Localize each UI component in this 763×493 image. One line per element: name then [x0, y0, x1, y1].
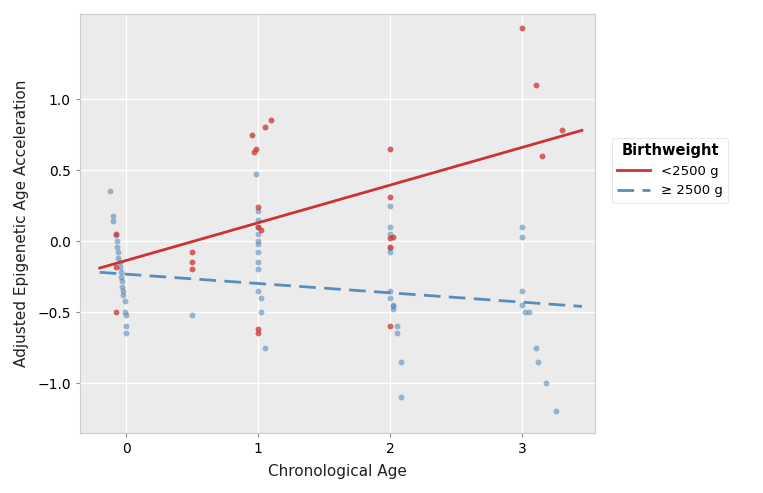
Point — [385, 223, 397, 231]
Point — [109, 263, 121, 271]
Point — [112, 254, 124, 262]
Point — [255, 226, 267, 234]
Point — [517, 301, 529, 309]
Point — [107, 211, 119, 219]
Point — [387, 233, 399, 241]
Point — [394, 358, 407, 366]
Point — [114, 268, 127, 276]
Point — [252, 258, 264, 266]
Point — [250, 171, 262, 178]
Point — [530, 344, 542, 352]
Point — [517, 24, 529, 32]
Point — [523, 308, 535, 316]
Point — [252, 223, 264, 231]
Point — [385, 230, 397, 238]
Y-axis label: Adjusted Epigenetic Age Acceleration: Adjusted Epigenetic Age Acceleration — [14, 80, 29, 367]
Point — [120, 311, 132, 319]
Point — [391, 329, 403, 337]
Point — [533, 358, 545, 366]
Point — [114, 263, 126, 271]
Point — [385, 234, 397, 242]
Point — [116, 277, 128, 285]
Point — [517, 223, 529, 231]
Point — [252, 248, 264, 256]
Point — [266, 116, 278, 124]
Point — [186, 266, 198, 274]
Point — [112, 248, 124, 256]
Point — [252, 216, 264, 224]
Point — [111, 243, 123, 251]
Point — [385, 287, 397, 295]
Point — [385, 322, 397, 330]
Point — [540, 379, 552, 387]
Point — [186, 258, 198, 266]
Point — [259, 344, 271, 352]
Point — [111, 237, 123, 245]
Point — [252, 325, 264, 333]
Point — [530, 81, 542, 89]
Point — [119, 297, 131, 305]
Point — [252, 208, 264, 215]
Point — [517, 287, 529, 295]
Point — [109, 308, 121, 316]
Point — [385, 243, 397, 251]
Point — [385, 193, 397, 201]
Point — [385, 248, 397, 256]
Point — [118, 291, 130, 299]
Point — [252, 223, 264, 231]
Point — [186, 311, 198, 319]
Point — [114, 258, 126, 266]
Point — [255, 294, 267, 302]
Point — [252, 203, 264, 211]
Point — [252, 266, 264, 274]
Point — [387, 301, 399, 309]
Point — [109, 230, 121, 238]
Legend: <2500 g, ≥ 2500 g: <2500 g, ≥ 2500 g — [612, 138, 728, 203]
Point — [385, 202, 397, 210]
Point — [394, 393, 407, 401]
Point — [116, 282, 128, 290]
Point — [114, 273, 127, 281]
Point — [385, 294, 397, 302]
Point — [385, 145, 397, 153]
Point — [255, 308, 267, 316]
Point — [556, 126, 568, 134]
Point — [536, 152, 549, 160]
Point — [107, 217, 119, 225]
Point — [105, 187, 117, 195]
Point — [118, 287, 130, 295]
Point — [549, 408, 562, 416]
Point — [387, 302, 399, 310]
Point — [119, 308, 131, 316]
Point — [248, 148, 260, 156]
Point — [252, 230, 264, 238]
Point — [186, 248, 198, 256]
Point — [109, 231, 121, 239]
Point — [252, 240, 264, 248]
Point — [252, 237, 264, 245]
Point — [385, 244, 397, 252]
Point — [519, 308, 531, 316]
Point — [387, 305, 399, 313]
X-axis label: Chronological Age: Chronological Age — [268, 464, 407, 479]
Point — [246, 131, 258, 139]
Point — [259, 124, 271, 132]
Point — [120, 329, 132, 337]
Point — [252, 287, 264, 295]
Point — [120, 322, 132, 330]
Point — [517, 233, 529, 241]
Point — [391, 322, 403, 330]
Point — [250, 145, 262, 153]
Point — [252, 329, 264, 337]
